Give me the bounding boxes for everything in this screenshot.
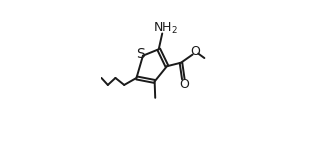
Text: O: O bbox=[179, 78, 189, 91]
Text: S: S bbox=[136, 47, 144, 61]
Text: NH$_2$: NH$_2$ bbox=[153, 21, 178, 36]
Text: O: O bbox=[191, 45, 201, 57]
